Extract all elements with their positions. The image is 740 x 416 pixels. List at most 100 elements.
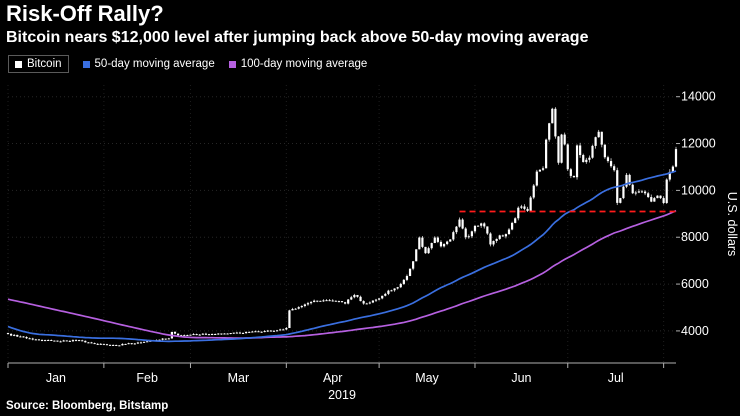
candle — [504, 233, 508, 239]
candle — [390, 289, 393, 292]
candle — [223, 333, 226, 335]
candle — [449, 239, 452, 242]
candle — [606, 155, 610, 163]
svg-text:Mar: Mar — [228, 371, 250, 385]
candle — [622, 184, 625, 200]
legend-item-50-day-moving-average: 50-day moving average — [82, 58, 215, 70]
candle — [650, 194, 653, 203]
y-axis-labels: 4000 6000 8000 10000 12000 14000 — [681, 90, 716, 338]
candle — [180, 334, 183, 337]
candle — [640, 189, 644, 193]
candle — [78, 339, 81, 342]
candle — [254, 330, 257, 333]
candle — [415, 249, 418, 262]
svg-text:Jul: Jul — [608, 371, 624, 385]
candle — [251, 330, 254, 333]
candle — [347, 299, 350, 305]
candle — [563, 132, 566, 146]
candle — [306, 301, 310, 306]
candle — [439, 240, 443, 248]
candle — [405, 274, 409, 282]
candle — [455, 226, 458, 235]
candle — [164, 338, 167, 340]
candle — [662, 196, 665, 205]
candle — [257, 330, 260, 333]
candle — [285, 327, 288, 331]
candle — [597, 129, 600, 138]
candle — [613, 164, 616, 172]
candle — [353, 293, 356, 299]
candle — [238, 331, 242, 334]
candle — [297, 306, 300, 310]
ma-100-line — [7, 209, 677, 339]
candle — [220, 333, 223, 335]
candle — [548, 122, 551, 142]
candle — [653, 197, 656, 202]
candle — [399, 282, 402, 289]
candle — [384, 292, 387, 297]
candle — [350, 295, 353, 301]
candle — [591, 144, 594, 159]
candle — [442, 243, 446, 248]
candle — [22, 336, 25, 338]
candle — [291, 307, 294, 311]
candle — [133, 343, 136, 345]
candle — [288, 309, 291, 329]
candle — [217, 333, 220, 335]
candle — [446, 240, 449, 246]
candle — [279, 328, 282, 331]
candle — [9, 333, 13, 337]
ma-50-line — [7, 170, 677, 343]
candle — [461, 218, 464, 230]
x-axis-labels: Jan Feb Mar Apr May Jun Jul — [46, 371, 624, 385]
candle — [560, 133, 563, 164]
candle — [40, 339, 44, 342]
candle — [483, 222, 486, 229]
candle — [551, 107, 554, 124]
candle — [631, 183, 634, 195]
candle — [436, 236, 439, 244]
svg-text:12000: 12000 — [681, 137, 716, 151]
candle — [161, 338, 164, 341]
svg-text:6000: 6000 — [681, 277, 709, 291]
candle — [538, 169, 542, 172]
candle — [127, 342, 130, 345]
candle — [226, 333, 229, 335]
candle — [492, 240, 495, 247]
candle — [130, 343, 133, 345]
candle — [71, 339, 75, 342]
candle — [214, 333, 217, 335]
candle — [142, 341, 146, 343]
candle — [81, 339, 84, 342]
candle — [634, 190, 637, 196]
candle — [424, 246, 427, 254]
candle — [59, 340, 62, 343]
candle — [34, 338, 37, 341]
candle — [659, 195, 662, 199]
candle — [319, 300, 322, 302]
candle — [476, 225, 480, 227]
candle — [637, 189, 640, 194]
candle — [489, 232, 492, 247]
candle — [87, 342, 90, 344]
candle — [167, 337, 170, 340]
candle — [102, 343, 105, 345]
candle — [93, 342, 96, 345]
candle — [356, 294, 359, 298]
candle — [90, 341, 93, 344]
svg-text:10000: 10000 — [681, 183, 716, 197]
svg-text:8000: 8000 — [681, 230, 709, 244]
candle — [520, 204, 523, 210]
candle — [393, 288, 396, 292]
candle — [173, 331, 177, 335]
candle — [371, 300, 375, 304]
candle — [408, 268, 412, 277]
candle — [656, 195, 659, 199]
candle — [331, 299, 334, 302]
candle — [204, 332, 208, 336]
candle — [183, 334, 186, 337]
candle — [266, 329, 269, 332]
candle — [31, 337, 34, 341]
candle — [396, 286, 399, 290]
